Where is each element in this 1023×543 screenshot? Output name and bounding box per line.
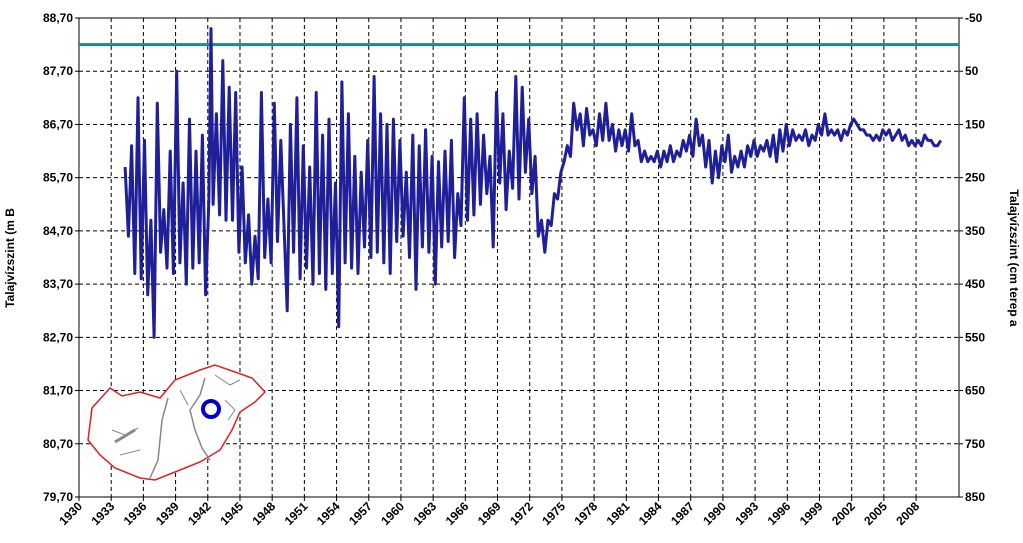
map-lake — [114, 428, 136, 444]
map-border — [87, 364, 267, 481]
left-y-axis-title: Talajvízszint (m B — [3, 208, 17, 308]
right-y-tick-label: 150 — [965, 117, 985, 131]
right-y-tick-label: 450 — [965, 277, 985, 291]
right-y-tick-label: 750 — [965, 437, 985, 451]
right-y-tick-label: 350 — [965, 224, 985, 238]
right-y-tick-label: 50 — [965, 64, 979, 78]
map-river — [189, 377, 211, 461]
left-y-tick-label: 88,70 — [43, 11, 73, 25]
right-y-tick-label: 250 — [965, 171, 985, 185]
plot-area-frame — [78, 17, 960, 498]
left-y-axis: 79,70 80,70 81,70 82,70 83,70 84,70 85,70 86,70… — [43, 11, 79, 504]
left-y-tick-label: 83,70 — [43, 277, 73, 291]
right-y-axis: 850 750 650 550 450 350 250 150 50 -50 — [959, 11, 985, 504]
right-y-tick-label: -50 — [965, 11, 983, 25]
right-y-tick-label: 650 — [965, 384, 985, 398]
left-y-tick-label: 79,70 — [43, 490, 73, 504]
left-y-tick-label: 86,70 — [43, 117, 73, 131]
right-y-axis-title: Talajvízszint (cm terep a — [1007, 189, 1021, 326]
right-y-tick-label: 850 — [965, 490, 985, 504]
inset-map — [87, 364, 267, 481]
left-y-tick-label: 80,70 — [43, 437, 73, 451]
groundwater-level-line — [123, 27, 943, 339]
left-y-tick-label: 87,70 — [43, 64, 73, 78]
left-y-tick-label: 81,70 — [43, 384, 73, 398]
left-y-tick-label: 82,70 — [43, 330, 73, 344]
series-group — [123, 27, 943, 339]
left-y-tick-label: 84,70 — [43, 224, 73, 238]
map-river — [149, 397, 169, 479]
right-y-tick-label: 550 — [965, 330, 985, 344]
left-y-tick-label: 85,70 — [43, 171, 73, 185]
location-marker — [201, 399, 221, 419]
